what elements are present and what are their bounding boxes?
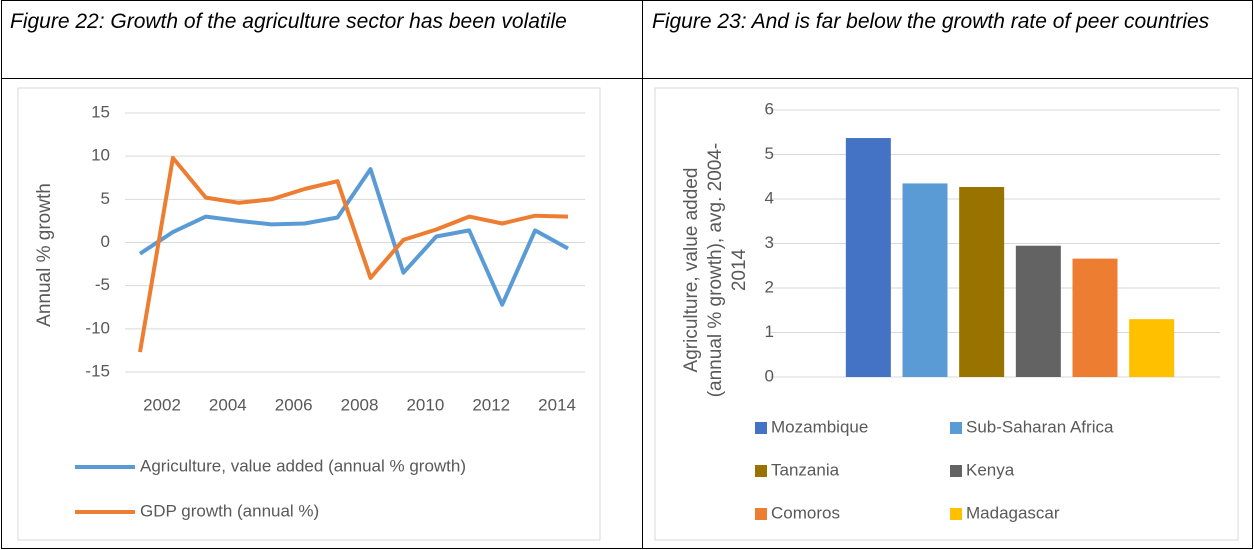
y-tick-label: -10 — [85, 318, 110, 337]
y-tick-label: -5 — [95, 275, 110, 294]
y-axis-title: Agriculture, value added (annual % growt… — [681, 142, 750, 398]
y-tick-label: 3 — [765, 233, 774, 252]
chart-frame — [654, 87, 1239, 541]
chart-frame — [17, 87, 601, 541]
y-tick-label: 6 — [765, 99, 774, 118]
y-tick-label: 1 — [765, 322, 774, 341]
y-tick-label: 0 — [765, 366, 774, 385]
table-border — [642, 0, 643, 549]
y-tick-label: 2 — [765, 277, 774, 296]
legend-label: Mozambique — [771, 417, 868, 436]
x-tick-label: 2006 — [275, 395, 313, 414]
y-tick-label: 15 — [91, 102, 110, 121]
y-tick-label: 5 — [765, 144, 774, 163]
table-border — [1, 0, 2, 549]
figure-caption: Figure 23: And is far below the growth r… — [652, 10, 1210, 33]
legend-swatch — [755, 508, 767, 520]
legend-swatch — [755, 422, 767, 434]
legend-swatch — [950, 465, 962, 477]
bar — [1129, 319, 1175, 377]
legend-swatch — [950, 508, 962, 520]
x-tick-label: 2004 — [209, 395, 247, 414]
table-border — [1, 0, 1253, 1]
legend-swatch — [755, 465, 767, 477]
bar — [959, 186, 1005, 377]
legend-label: GDP growth (annual %) — [140, 501, 319, 520]
x-tick-label: 2010 — [406, 395, 444, 414]
data-line — [138, 167, 569, 307]
y-tick-label: -15 — [85, 361, 110, 380]
legend-label: Sub-Saharan Africa — [966, 417, 1114, 436]
y-tick-label: 10 — [91, 146, 110, 165]
bar — [902, 183, 948, 377]
legend-label: Madagascar — [966, 503, 1060, 522]
x-tick-label: 2002 — [143, 395, 181, 414]
y-tick-label: 0 — [101, 232, 110, 251]
table-border — [1252, 0, 1253, 549]
legend-label: Tanzania — [771, 460, 840, 479]
legend-label: Agriculture, value added (annual % growt… — [140, 456, 466, 475]
y-axis-title: Annual % growth — [34, 183, 55, 327]
x-tick-label: 2014 — [538, 395, 576, 414]
y-tick-label: 5 — [101, 189, 110, 208]
table-border — [1, 548, 1253, 549]
bar — [845, 138, 891, 377]
bar — [1015, 245, 1061, 377]
legend-label: Kenya — [966, 460, 1015, 479]
x-tick-label: 2008 — [341, 395, 379, 414]
legend-swatch — [950, 422, 962, 434]
table-border — [1, 78, 1253, 79]
y-tick-label: 4 — [765, 188, 774, 207]
x-tick-label: 2012 — [472, 395, 510, 414]
figure-caption: Figure 22: Growth of the agriculture sec… — [10, 10, 567, 33]
legend-label: Comoros — [771, 503, 840, 522]
bar — [1072, 258, 1118, 377]
data-line — [138, 155, 569, 353]
